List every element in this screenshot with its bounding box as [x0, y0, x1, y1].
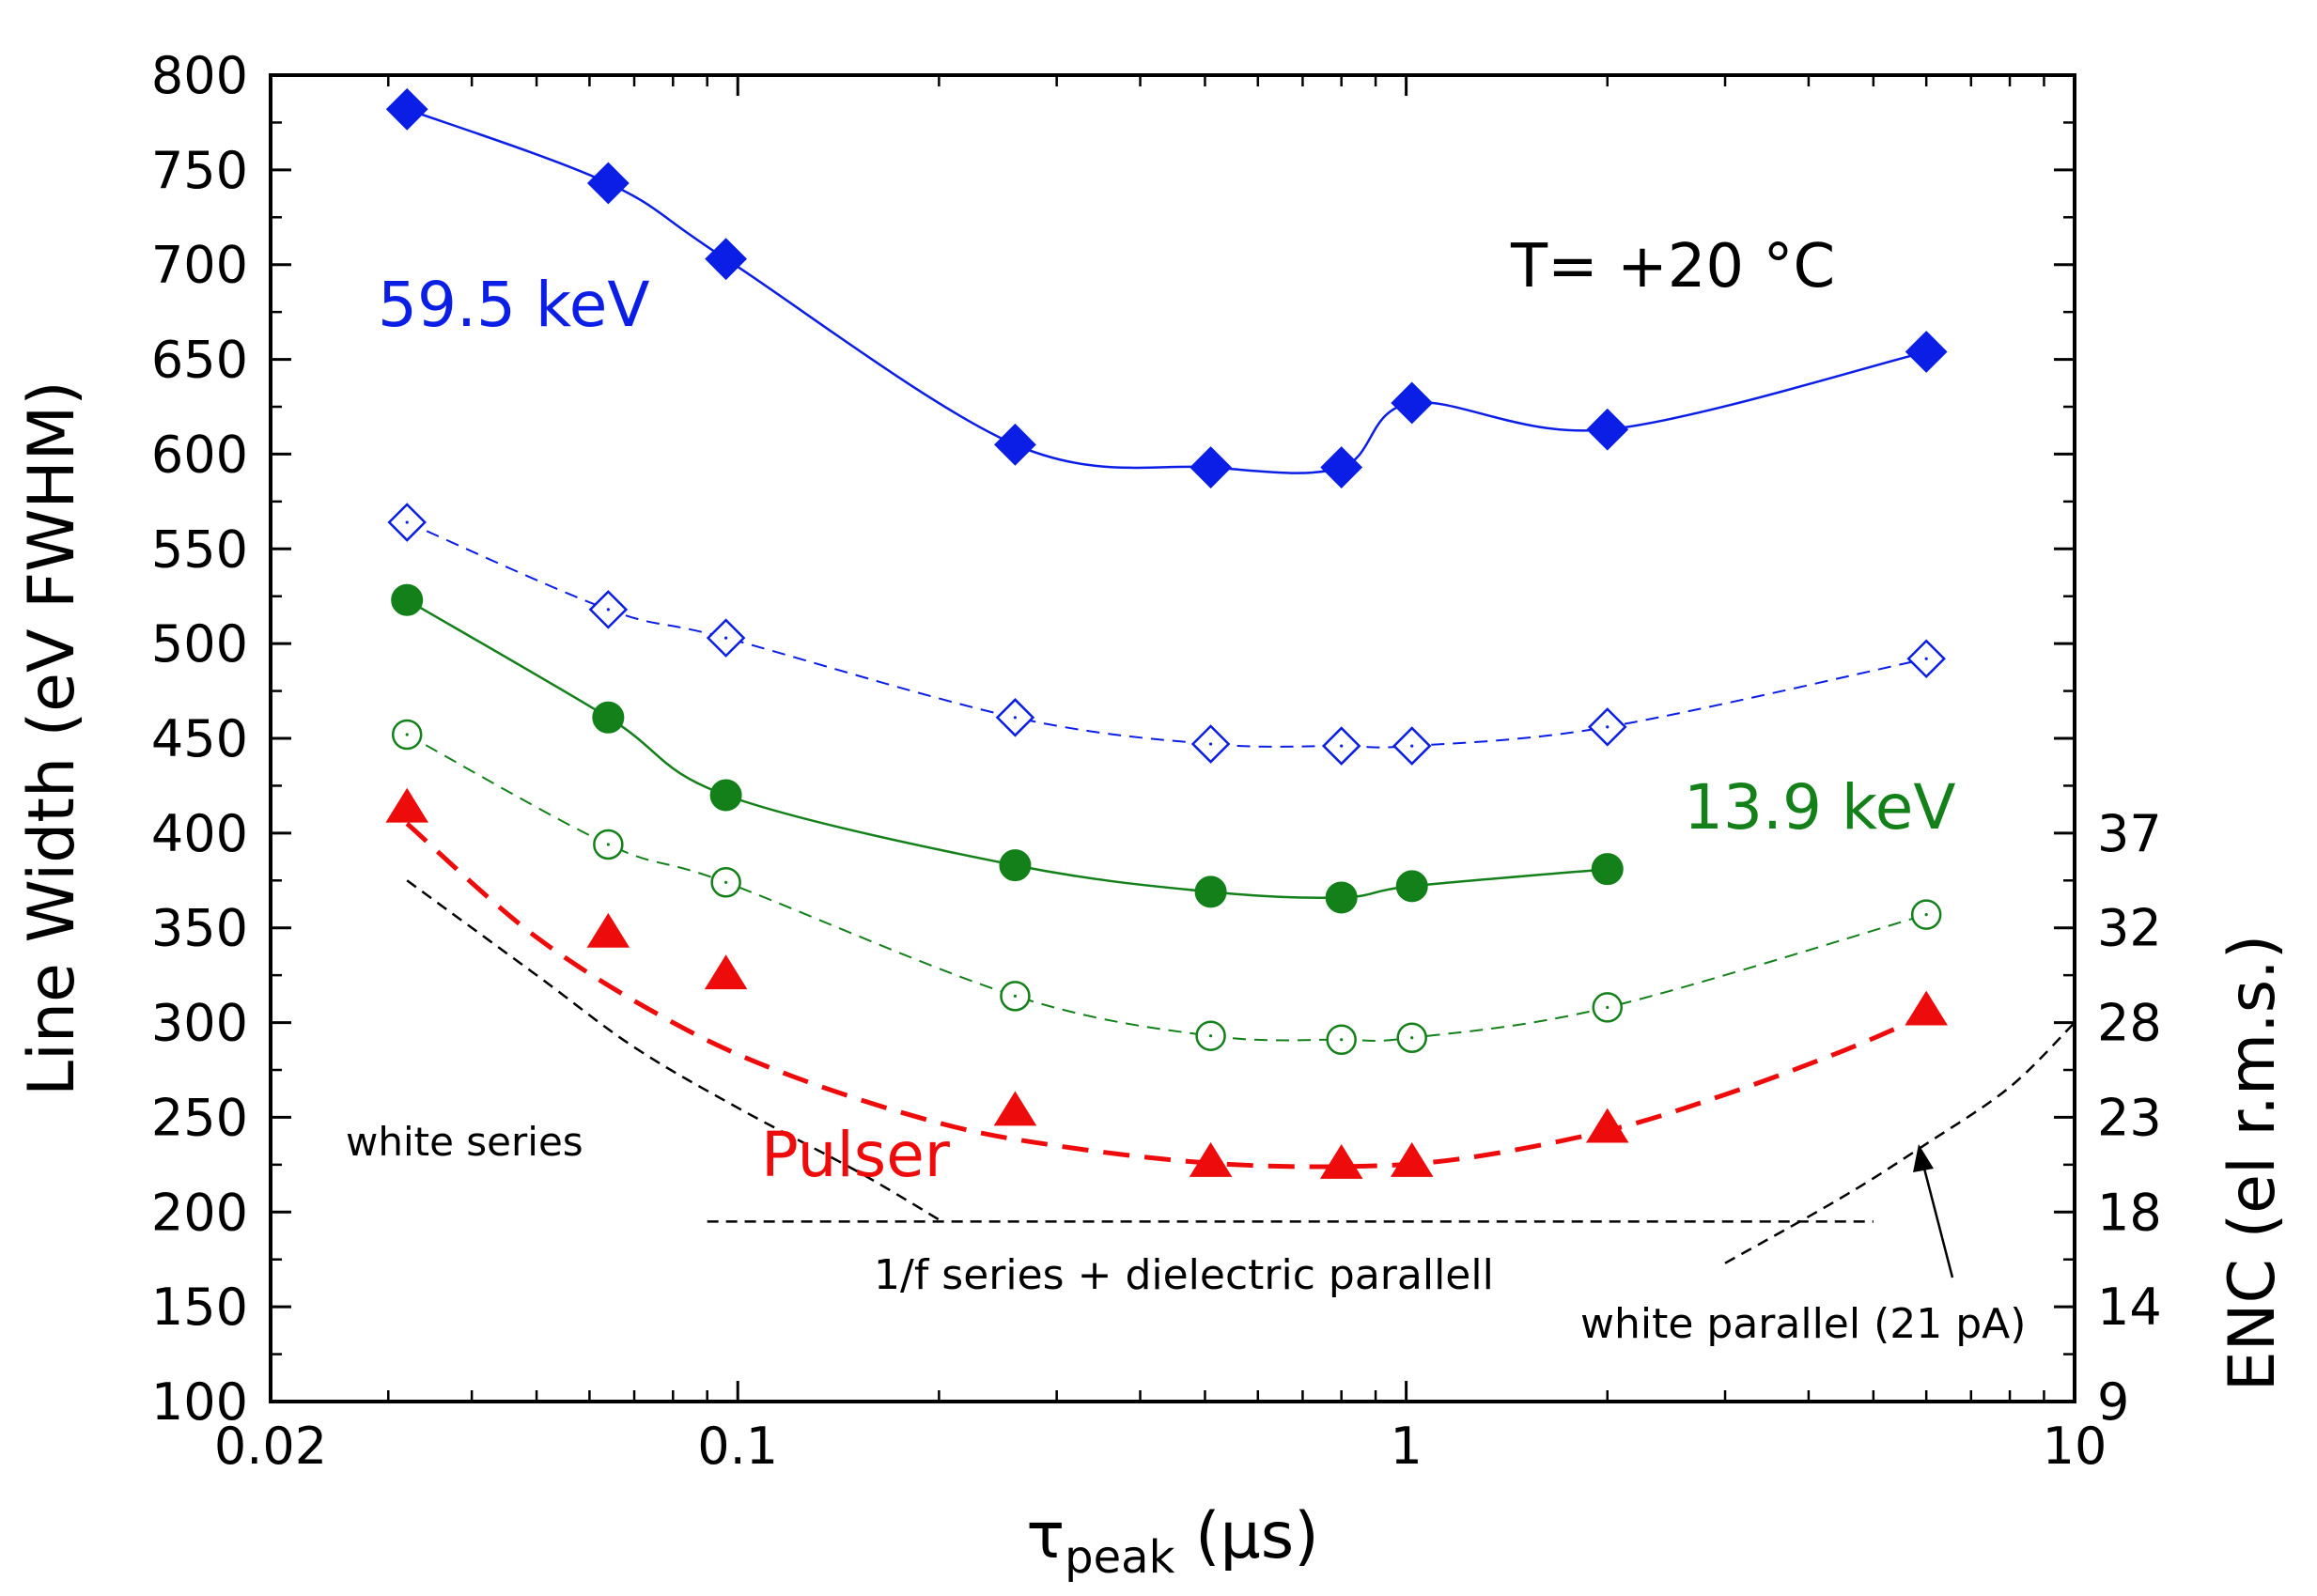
data-point-center-dot [606, 843, 610, 846]
y-tick-label: 700 [151, 236, 248, 295]
y-tick-label: 100 [151, 1372, 248, 1432]
data-point-center-dot [1340, 744, 1344, 748]
label-13-9-kev: 13.9 keV [1684, 771, 1956, 844]
data-point-circle [709, 779, 742, 812]
data-point-center-dot [1013, 716, 1018, 720]
data-point-center-dot [1924, 912, 1928, 917]
data-point-triangle [704, 954, 748, 990]
y-tick-label: 500 [151, 614, 248, 674]
x-axis-label: τpeak (μs) [1026, 1499, 1319, 1584]
data-point-circle [391, 583, 424, 616]
data-point-diamond [385, 87, 428, 131]
y2-tick-label: 23 [2097, 1088, 2162, 1147]
data-point-center-dot [1208, 1034, 1213, 1038]
data-point-circle [592, 701, 625, 734]
label-white-series: white series [346, 1119, 583, 1165]
data-point-triangle [1319, 1143, 1363, 1179]
x-tick-label: 1 [1390, 1417, 1422, 1476]
y-tick-label: 600 [151, 425, 248, 484]
data-point-circle [1325, 881, 1358, 914]
y-axis-label: Line Width (eV FWHM) [15, 380, 89, 1096]
y-tick-label: 750 [151, 141, 248, 200]
pulser-fit-curve [405, 821, 1928, 1170]
label-white-parallel: white parallel (21 pA) [1580, 1300, 2026, 1348]
y-tick-label: 250 [151, 1088, 248, 1147]
data-point-triangle [993, 1091, 1037, 1126]
x-axis-label-unit: (μs) [1174, 1499, 1318, 1573]
y2-tick-label: 18 [2097, 1183, 2162, 1242]
data-point-triangle [385, 787, 429, 823]
data-point-diamond [586, 162, 630, 205]
y-tick-label: 450 [151, 709, 248, 768]
y2-tick-label: 9 [2097, 1372, 2129, 1432]
chart-ticks: 0.02 0.1 1 10 100 150 200 250 300 350 400 450 500 550… [151, 46, 2162, 1476]
y-tick-label: 400 [151, 804, 248, 863]
data-point-circle [1194, 875, 1227, 908]
y-tick-label: 300 [151, 994, 248, 1053]
x-axis-label-base: τ [1026, 1499, 1065, 1573]
label-1f-series: 1/f series + dielectric parallell [874, 1251, 1494, 1299]
data-point-center-dot [1924, 657, 1928, 660]
data-point-diamond [994, 423, 1036, 466]
data-point-diamond [705, 238, 748, 281]
y2-tick-label: 32 [2097, 899, 2162, 958]
data-point-center-dot [1606, 725, 1609, 729]
x-tick-label: 0.1 [697, 1417, 778, 1476]
data-point-triangle [1905, 990, 1948, 1026]
y-tick-label: 350 [151, 899, 248, 958]
data-point-circle [1591, 853, 1624, 886]
data-point-diamond [1586, 408, 1629, 451]
y-tick-label: 200 [151, 1183, 248, 1242]
label-pulser: Pulser [761, 1119, 951, 1191]
data-point-diamond [1391, 381, 1434, 425]
data-point-center-dot [1340, 1038, 1344, 1042]
noise-curve [406, 879, 941, 1221]
x-tick-label: 10 [2043, 1417, 2107, 1476]
y2-tick-label: 28 [2097, 994, 2162, 1053]
y-tick-label: 550 [151, 519, 248, 579]
y2-axis-label: ENC (el r.m.s.) [2216, 935, 2290, 1392]
x-axis-label-sub: peak [1065, 1531, 1174, 1584]
data-point-center-dot [1208, 742, 1213, 746]
chart-markers [385, 87, 1948, 1179]
data-point-center-dot [1013, 994, 1018, 998]
y2-tick-label: 14 [2097, 1278, 2162, 1337]
white-parallel-arrow-head [1913, 1144, 1934, 1172]
data-point-triangle [1189, 1141, 1233, 1177]
data-point-center-dot [724, 636, 728, 640]
data-point-circle [1395, 870, 1428, 903]
data-point-center-dot [606, 608, 610, 612]
y-tick-label: 650 [151, 331, 248, 390]
data-point-diamond [1320, 446, 1363, 488]
noise-curve [1724, 1021, 2076, 1264]
y-tick-label: 800 [151, 46, 248, 105]
y-tick-label: 150 [151, 1278, 248, 1337]
x-tick-label: 0.02 [214, 1417, 327, 1476]
label-59-5-kev: 59.5 keV [378, 269, 650, 341]
data-point-center-dot [405, 733, 409, 736]
data-point-diamond [1905, 331, 1948, 373]
data-point-diamond [1190, 446, 1233, 488]
data-point-center-dot [724, 880, 728, 884]
data-point-center-dot [405, 520, 409, 524]
data-point-center-dot [1606, 1005, 1609, 1010]
white-parallel-arrow-line [1921, 1164, 1954, 1278]
data-point-circle [999, 849, 1032, 882]
data-point-center-dot [1410, 744, 1414, 748]
data-point-triangle [1585, 1108, 1629, 1143]
y2-tick-label: 37 [2097, 804, 2162, 863]
chart-title: T= +20 °C [1510, 232, 1835, 302]
data-point-triangle [1390, 1141, 1434, 1177]
data-point-center-dot [1410, 1036, 1414, 1040]
data-point-triangle [586, 912, 630, 948]
